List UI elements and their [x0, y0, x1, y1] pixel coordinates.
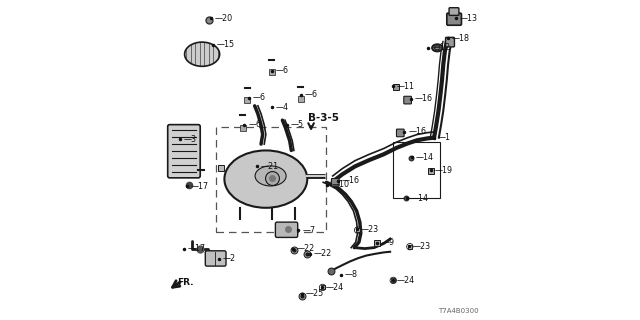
- Text: —21: —21: [260, 162, 279, 171]
- Text: —20: —20: [215, 14, 233, 23]
- FancyBboxPatch shape: [205, 251, 226, 266]
- Text: —2: —2: [223, 254, 236, 263]
- Text: —4: —4: [275, 103, 289, 112]
- Text: —16: —16: [341, 176, 359, 185]
- Text: —16: —16: [408, 127, 426, 136]
- Text: —25: —25: [305, 289, 324, 298]
- FancyBboxPatch shape: [332, 179, 339, 186]
- Text: —22: —22: [297, 244, 315, 253]
- Text: B-3-5: B-3-5: [308, 113, 339, 123]
- Text: —10: —10: [331, 180, 349, 189]
- FancyBboxPatch shape: [396, 129, 404, 137]
- Text: —3: —3: [184, 135, 196, 144]
- FancyBboxPatch shape: [275, 222, 298, 237]
- Ellipse shape: [225, 150, 307, 208]
- Text: —5: —5: [291, 120, 303, 130]
- Text: —9: —9: [381, 238, 394, 247]
- Text: —6: —6: [305, 90, 317, 99]
- Text: —19: —19: [435, 166, 453, 175]
- Text: —6: —6: [275, 66, 289, 75]
- Text: —18: —18: [452, 34, 470, 43]
- Text: —16: —16: [415, 94, 433, 103]
- Text: —24: —24: [396, 276, 415, 285]
- Text: —23: —23: [360, 225, 379, 234]
- Text: —23: —23: [413, 242, 431, 251]
- FancyBboxPatch shape: [449, 8, 459, 15]
- Text: —22: —22: [314, 250, 332, 259]
- FancyBboxPatch shape: [447, 13, 461, 25]
- Ellipse shape: [184, 42, 220, 66]
- Ellipse shape: [432, 44, 442, 51]
- Text: —14: —14: [415, 153, 433, 162]
- Text: —6: —6: [248, 120, 261, 130]
- Text: —17: —17: [191, 182, 209, 191]
- Text: —12: —12: [432, 43, 451, 52]
- Text: —6: —6: [253, 93, 266, 102]
- Text: —7: —7: [302, 226, 316, 235]
- Text: —15: —15: [217, 40, 236, 49]
- Text: T7A4B0300: T7A4B0300: [438, 308, 479, 314]
- Ellipse shape: [435, 46, 440, 50]
- Text: —8: —8: [344, 270, 358, 279]
- Text: FR.: FR.: [177, 278, 194, 287]
- Text: —13: —13: [460, 14, 477, 23]
- FancyBboxPatch shape: [404, 96, 412, 104]
- FancyBboxPatch shape: [445, 37, 454, 47]
- Text: —17: —17: [188, 244, 206, 253]
- Ellipse shape: [255, 166, 286, 186]
- Bar: [216, 126, 326, 232]
- Text: —1: —1: [438, 133, 451, 142]
- Text: —11: —11: [396, 82, 415, 91]
- Text: —24: —24: [325, 283, 344, 292]
- FancyBboxPatch shape: [168, 124, 200, 178]
- Bar: [394, 142, 440, 197]
- Text: —14: —14: [410, 194, 429, 203]
